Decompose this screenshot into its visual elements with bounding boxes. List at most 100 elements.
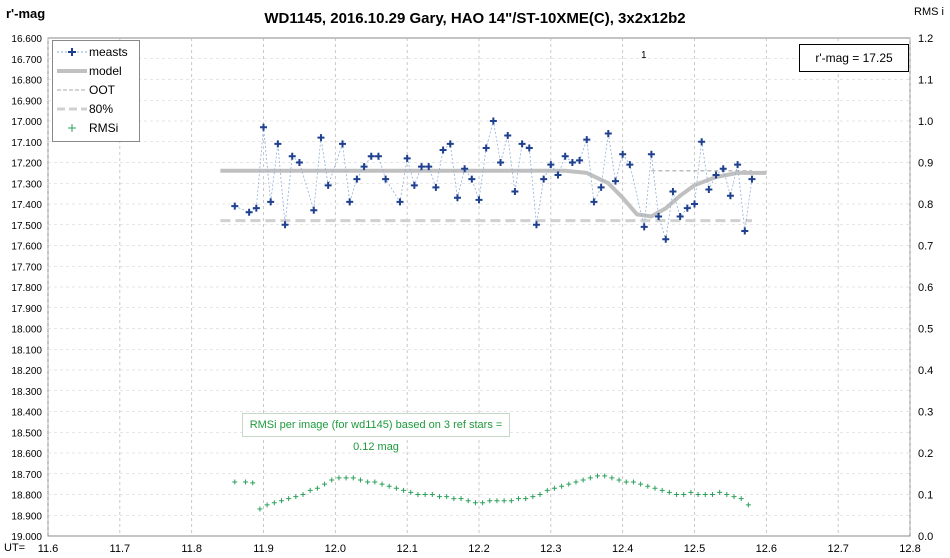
legend-swatch-rmsi (68, 124, 76, 132)
x-tick-label: 12.6 (756, 543, 777, 555)
y2-tick-label: 0.1 (918, 490, 933, 502)
measts-point (231, 202, 239, 210)
measts-point (576, 156, 584, 164)
y-tick-label: 17.600 (11, 242, 42, 253)
legend-swatch-model (57, 69, 87, 73)
rmsi-point (408, 489, 414, 495)
measts-point (425, 163, 433, 171)
rmsi-point (357, 477, 363, 483)
rmsi-point (523, 496, 529, 502)
rmsi-point (429, 492, 435, 497)
rmsi-point (695, 492, 701, 497)
y-tick-label: 17.500 (11, 221, 42, 232)
x-tick-label: 12.5 (684, 543, 705, 555)
measts-point (475, 196, 483, 204)
rmsi-point (745, 502, 751, 508)
rmsi-point (595, 473, 601, 479)
measts-point (453, 194, 461, 202)
measts-point (590, 198, 598, 206)
rmsi-point (365, 479, 371, 485)
y2-tick-label: 0.6 (918, 282, 933, 294)
x-tick-label: 11.8 (181, 543, 202, 555)
measts-point (252, 204, 260, 212)
rmsi-point (487, 498, 493, 504)
legend-label-rmsi: RMSi (89, 121, 119, 135)
legend-swatch-80pct (57, 107, 87, 111)
y-tick-label: 18.400 (11, 408, 42, 419)
measts-point (382, 175, 390, 183)
y-tick-label: 18.300 (11, 387, 42, 398)
y2-tick-label: 0.4 (918, 365, 933, 377)
legend-label-oot: OOT (89, 83, 115, 97)
x-tick-label: 12.8 (899, 543, 920, 555)
rmsi-point (422, 492, 428, 497)
measts-point (532, 221, 540, 229)
y-tick-label: 18.500 (11, 428, 42, 439)
rmsi-point (623, 479, 629, 485)
measts-point (597, 183, 605, 191)
rmsi-point (451, 496, 457, 502)
y-tick-label: 16.700 (11, 55, 42, 66)
rmsi-point (537, 492, 543, 497)
measts-point (698, 138, 706, 146)
rmsi-point (286, 496, 292, 502)
rmsi-point (638, 481, 644, 487)
y2-tick-label: 0.5 (918, 324, 933, 336)
measts-point (339, 140, 347, 148)
measts-point (295, 159, 303, 166)
legend-swatch-measts (57, 48, 87, 56)
measts-point (504, 132, 512, 140)
rmsi-point (516, 496, 522, 502)
rmsi-point (250, 480, 256, 486)
rmsi-point (645, 483, 651, 489)
rmsi-point (544, 487, 550, 493)
marker-label: 1 (641, 50, 647, 61)
y-axis-label: r'-mag (6, 6, 46, 21)
measts-point (489, 117, 497, 125)
rmsi-point (616, 477, 622, 483)
measts-point (374, 152, 382, 160)
measts-point (439, 146, 447, 154)
measts-point (353, 175, 361, 183)
y-tick-label: 19.000 (11, 532, 42, 543)
y-tick-label: 17.100 (11, 138, 42, 149)
rmsi-point (724, 492, 730, 497)
rmsi-point (293, 494, 299, 500)
measts-point (432, 183, 440, 191)
rmsi-point (480, 500, 486, 506)
measts-point (346, 198, 354, 206)
measts-point (245, 208, 253, 216)
rms-note: RMSi per image (for wd1145) based on 3 r… (242, 413, 510, 453)
y2-tick-label: 0.7 (918, 241, 933, 253)
rmsi-point (573, 479, 579, 485)
chart-title: WD1145, 2016.10.29 Gary, HAO 14"/ST-10XM… (264, 10, 686, 27)
y-tick-label: 17.900 (11, 304, 42, 315)
measts-point (676, 212, 684, 220)
x-axis-prefix: UT= (4, 542, 26, 554)
y-tick-label: 18.100 (11, 345, 42, 356)
x-tick-label: 12.1 (396, 543, 417, 555)
rmsi-point (393, 485, 399, 491)
x-tick-label: 11.9 (253, 543, 274, 555)
measts-point (418, 163, 426, 171)
y-tick-label: 17.800 (11, 283, 42, 294)
rmsi-point (674, 492, 680, 497)
rmsi-point (709, 492, 715, 497)
rmsi-point (243, 479, 249, 485)
y-tick-label: 18.000 (11, 325, 42, 336)
y-tick-label: 16.900 (11, 96, 42, 107)
legend-swatch-oot (57, 89, 87, 91)
measts-point (655, 212, 663, 220)
rmsi-point (300, 492, 306, 497)
y-tick-label: 18.200 (11, 366, 42, 377)
x-tick-label: 12.0 (325, 543, 346, 555)
measts-point (547, 161, 555, 169)
rmsi-point (566, 481, 572, 487)
measts-point (310, 206, 318, 214)
rmsi-point (314, 485, 320, 491)
legend-item-80pct: 80% (53, 100, 139, 118)
measts-point (360, 163, 368, 171)
rmsi-point (436, 494, 442, 500)
measts-point (497, 159, 505, 166)
measts-point (568, 159, 576, 166)
